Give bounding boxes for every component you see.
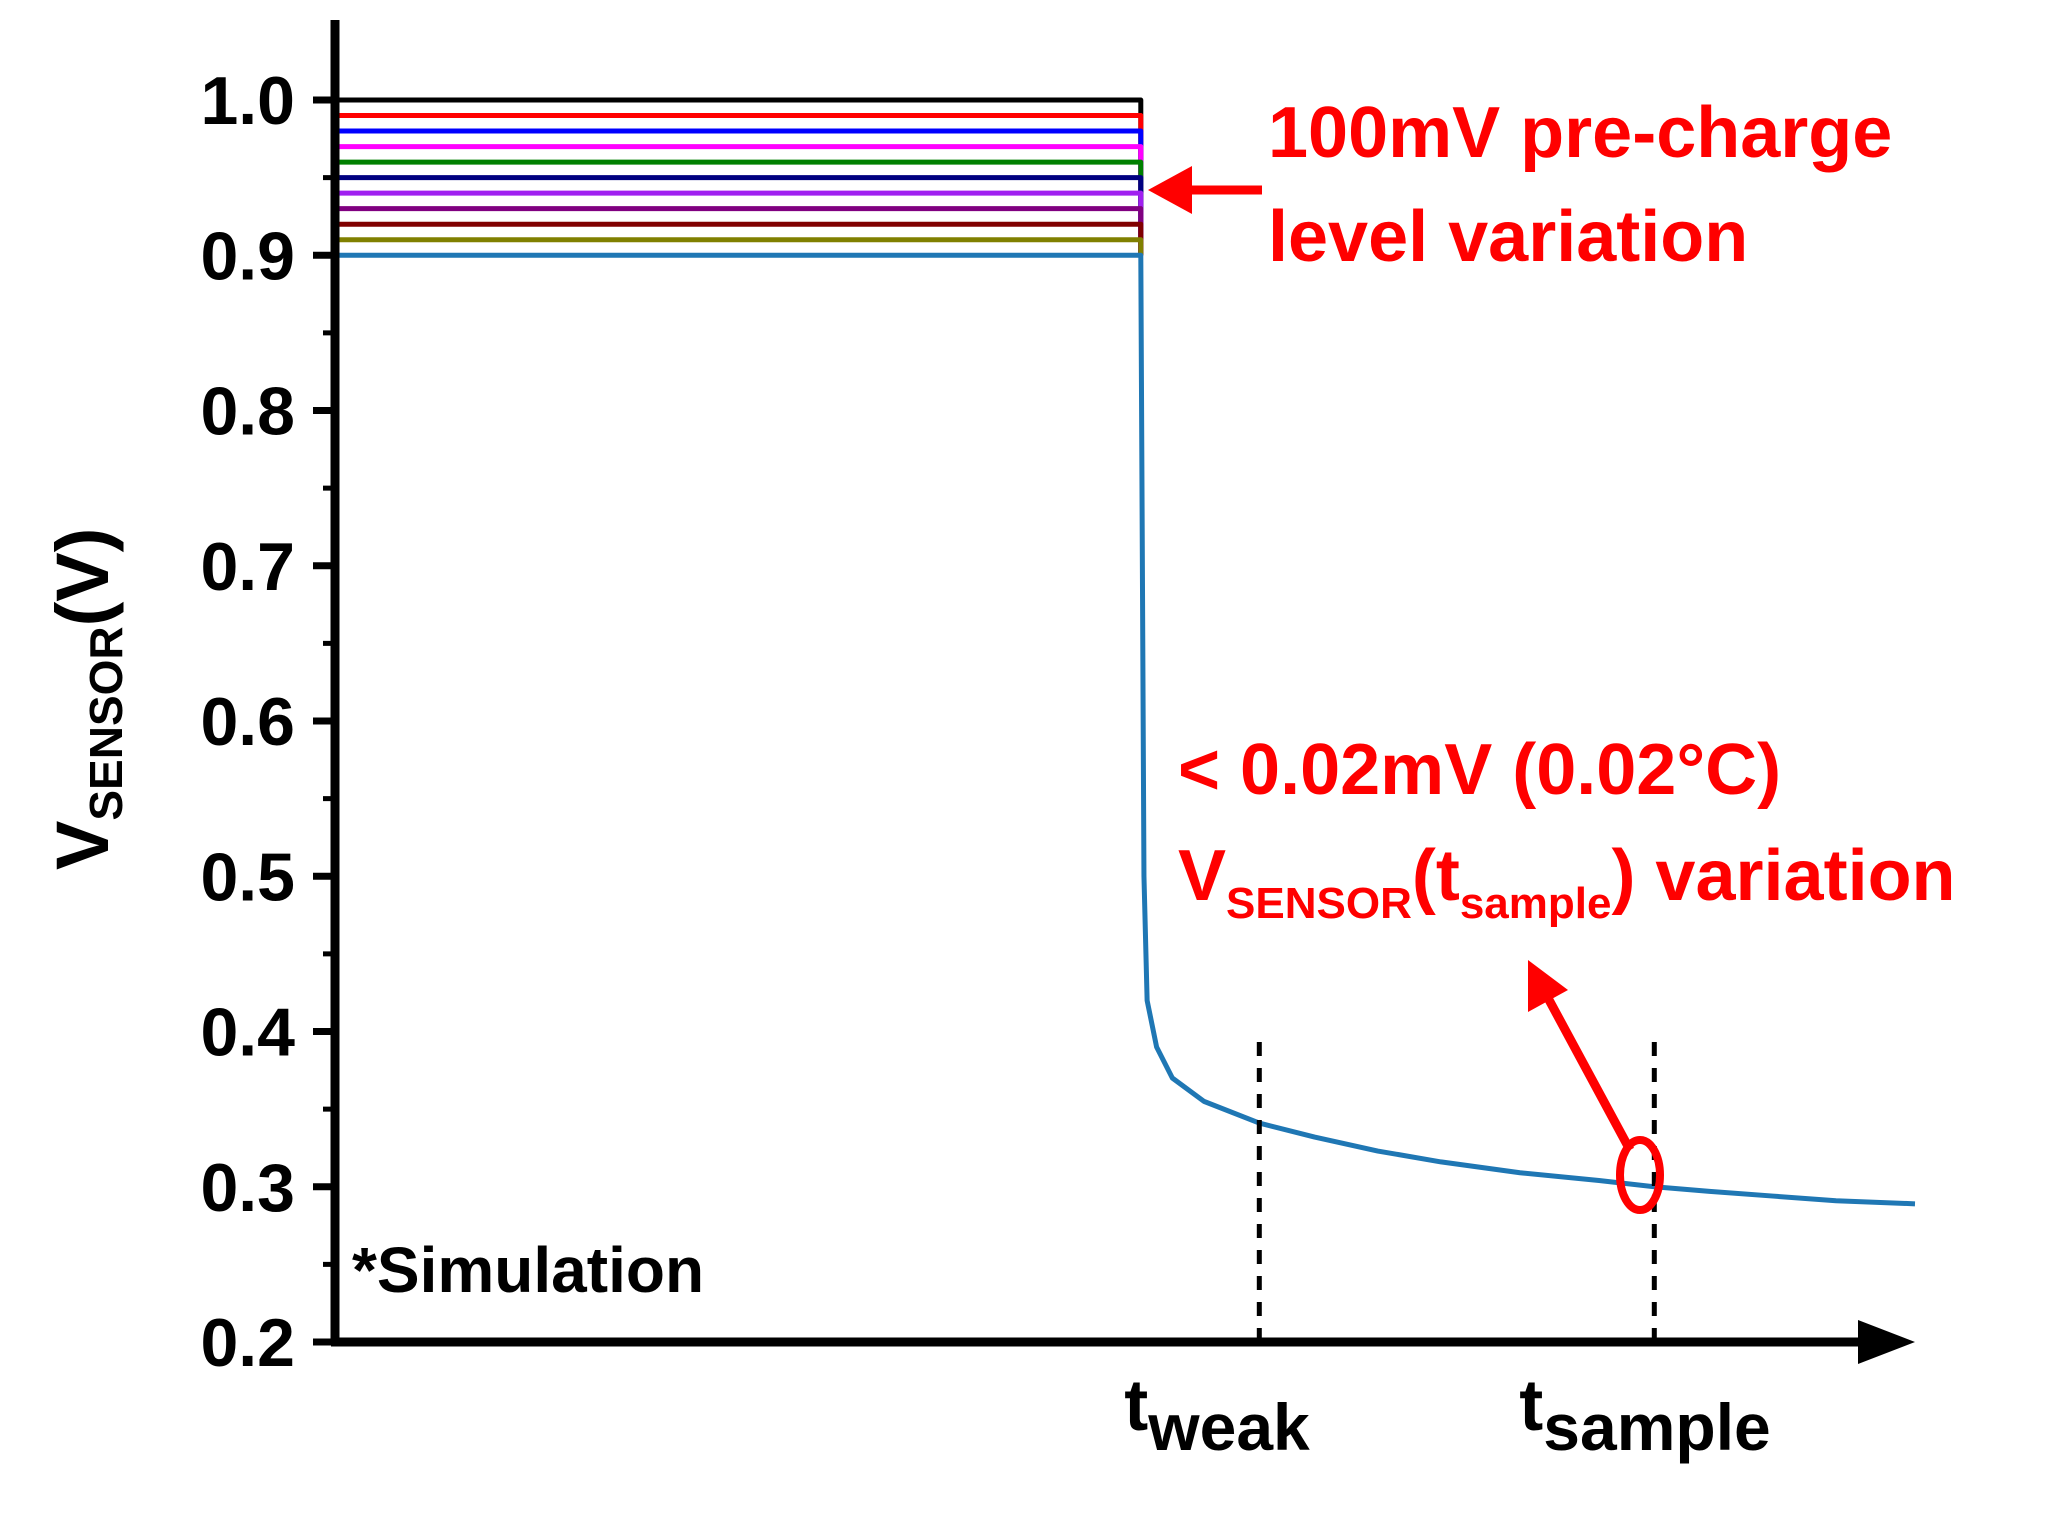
precharge-annotation-line2: level variation <box>1268 197 1748 277</box>
series-precharge-0.93V <box>335 206 1144 256</box>
y-tick-label-1.0: 1.0 <box>200 63 295 139</box>
y-tick-label-0.6: 0.6 <box>200 684 295 760</box>
series-group <box>335 97 1916 1207</box>
y-tick-label-0.7: 0.7 <box>200 529 295 605</box>
series-precharge-0.90V <box>335 252 1916 1207</box>
t-weak-label: tweak <box>1124 1366 1310 1464</box>
y-tick-labels: 0.2 0.3 0.4 0.5 0.6 0.7 0.8 0.9 1.0 <box>200 63 295 1381</box>
y-tick-label-0.4: 0.4 <box>200 995 295 1071</box>
y-tick-label-0.2: 0.2 <box>200 1305 295 1381</box>
simulation-note: *Simulation <box>352 1234 704 1306</box>
sample-annotation-line2: VSENSOR(tsample) variation <box>1178 836 1956 928</box>
y-tick-label-0.8: 0.8 <box>200 374 295 450</box>
x-axis-arrowhead <box>1858 1320 1915 1364</box>
series-precharge-0.95V <box>335 175 1144 256</box>
sample-annotation-line1: < 0.02mV (0.02°C) <box>1178 730 1781 810</box>
y-tick-label-0.3: 0.3 <box>200 1150 295 1226</box>
y-tick-label-0.9: 0.9 <box>200 218 295 294</box>
x-markers: tweak tsample <box>1124 1042 1771 1464</box>
t-sample-label: tsample <box>1519 1366 1770 1464</box>
precharge-arrow <box>1148 166 1262 214</box>
series-precharge-0.99V <box>335 113 1144 256</box>
y-tick-label-0.5: 0.5 <box>200 839 295 915</box>
sample-highlight-ellipse <box>1616 1136 1664 1214</box>
precharge-annotation-line1: 100mV pre-charge <box>1268 93 1892 173</box>
series-precharge-0.91V <box>335 237 1144 256</box>
sample-arrow <box>1528 960 1634 1153</box>
y-axis-title: VSENSOR(V) <box>41 528 132 870</box>
